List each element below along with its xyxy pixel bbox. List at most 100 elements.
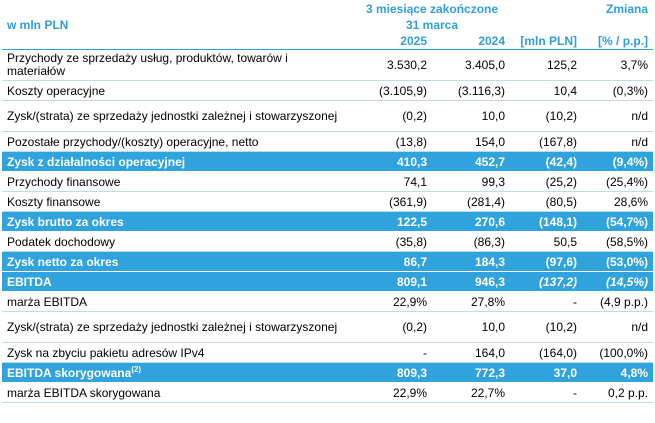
change-pln: 125,2: [510, 49, 583, 81]
row-label-text: Przychody ze sprzedaży usług, produktów,…: [7, 51, 288, 78]
change-pln-text: (137,2): [538, 274, 578, 289]
year-2025-header: 2025: [354, 33, 432, 50]
row-label: Zysk z działalności operacyjnej: [2, 151, 354, 172]
table-row-highlight: Zysk netto za okres 86,7 184,3 (97,6) (53,0%…: [2, 251, 654, 272]
row-label-text: Zysk/(strata) ze sprzedaży jednostki zal…: [7, 319, 338, 334]
change-pct: 0,2 p.p.: [582, 382, 654, 403]
change-pct: (25,4%): [582, 171, 654, 192]
row-label-text: Zysk/(strata) ze sprzedaży jednostki zal…: [7, 108, 338, 123]
change-pln-text: (97,6): [545, 254, 578, 269]
change-pln: 37,0: [510, 362, 583, 383]
row-label: EBITDA: [2, 271, 354, 292]
change-pct-text: 3,7%: [620, 57, 649, 72]
value-2024-text: (86,3): [473, 234, 506, 249]
period-line-2: 31 marca: [405, 18, 459, 32]
table-row-highlight: EBITDA 809,1 946,3 (137,2) (14,5%): [2, 271, 654, 292]
table-row: Pozostałe przychody/(koszty) operacyjne,…: [2, 131, 654, 152]
change-pct-text: (25,4%): [606, 174, 649, 189]
period-line-1: 3 miesiące zakończone: [365, 1, 499, 16]
value-2024: 10,0: [432, 311, 511, 343]
row-label-text: EBITDA skorygowana: [7, 365, 132, 380]
change-pln-text: (167,8): [538, 134, 578, 149]
table-row: Zysk/(strata) ze sprzedaży jednostki zal…: [2, 100, 654, 132]
value-2024-text: 22,7%: [470, 385, 506, 400]
change-pct-text: 4,8%: [620, 365, 649, 380]
row-label-text: Zysk netto za okres: [7, 254, 119, 269]
value-2024: (86,3): [432, 231, 511, 252]
table-row: marża EBITDA 22,9% 27,8% - (4,9 p.p.): [2, 291, 654, 312]
change-pct-text: (54,7%): [606, 214, 649, 229]
value-2025-text: (361,9): [388, 194, 427, 209]
table-row: Zysk/(strata) ze sprzedaży jednostki zal…: [2, 311, 654, 343]
value-2024: 27,8%: [432, 291, 511, 312]
value-2025: 410,3: [354, 151, 432, 172]
value-2025: 86,7: [354, 251, 432, 272]
value-2025-text: -: [423, 345, 427, 360]
value-2025-text: 809,1: [396, 274, 427, 289]
table-row: Podatek dochodowy (35,8) (86,3) 50,5 (58,5%): [2, 231, 654, 252]
value-2025: -: [354, 342, 432, 363]
change-pct: (0,3%): [582, 80, 654, 101]
row-label: Podatek dochodowy: [2, 231, 354, 252]
change-pln-text: (10,2): [545, 108, 578, 123]
value-2025: (0,2): [354, 100, 432, 132]
change-pct-text: n/d: [631, 134, 649, 149]
change-pln: (10,2): [510, 100, 583, 132]
change-pln-text: (10,2): [545, 319, 578, 334]
change-pln: -: [510, 291, 583, 312]
value-2024-text: 946,3: [474, 274, 506, 289]
value-2025-text: 410,3: [396, 154, 427, 169]
change-pln: (164,0): [510, 342, 583, 363]
change-pln: (25,2): [510, 171, 583, 192]
change-pct: n/d: [582, 131, 654, 152]
value-2024-text: (3.116,3): [457, 83, 506, 98]
row-label-text: marża EBITDA skorygowana: [7, 385, 161, 400]
change-pln-header: [mln PLN]: [510, 33, 583, 50]
change-pct-text: n/d: [631, 108, 649, 123]
row-label-text: marża EBITDA: [7, 294, 88, 309]
row-label-text: EBITDA: [7, 274, 52, 289]
value-2025: 122,5: [354, 211, 432, 232]
change-pln-text: (80,5): [545, 194, 578, 209]
row-label-text: Podatek dochodowy: [7, 234, 116, 249]
row-label: marża EBITDA: [2, 291, 354, 312]
change-pln-text: (42,4): [545, 154, 578, 169]
header-row-top: 3 miesiące zakończone Zmiana: [2, 0, 653, 17]
value-2024: 946,3: [432, 271, 511, 292]
value-2025-text: 809,3: [396, 365, 427, 380]
change-pct: (4,9 p.p.): [582, 291, 654, 312]
value-2024: 184,3: [432, 251, 511, 272]
change-pln-text: (164,0): [538, 345, 578, 360]
table-row: Koszty finansowe (361,9) (281,4) (80,5) 28,6…: [2, 191, 654, 212]
change-pln: -: [510, 382, 583, 403]
row-label-text: Koszty operacyjne: [7, 83, 106, 98]
row-label: EBITDA skorygowana(2): [2, 362, 354, 383]
row-label: Pozostałe przychody/(koszty) operacyjne,…: [2, 131, 354, 152]
change-pct-text: (14,5%): [606, 274, 649, 289]
unit-label-cell: [2, 0, 354, 17]
change-pct: 28,6%: [582, 191, 654, 212]
value-2025-text: (35,8): [395, 234, 427, 249]
value-2025: (361,9): [354, 191, 432, 212]
table-row-highlight: Zysk z działalności operacyjnej 410,3 452,…: [2, 151, 654, 172]
value-2024-text: 10,0: [481, 108, 506, 123]
row-label: Zysk netto za okres: [2, 251, 354, 272]
change-pct: (100,0%): [582, 342, 654, 363]
change-pct: (53,0%): [582, 251, 654, 272]
row-label: Zysk na zbyciu pakietu adresów IPv4: [2, 342, 354, 363]
change-pct: n/d: [582, 100, 654, 132]
table-row: marża EBITDA skorygowana 22,9% 22,7% - 0,2 p…: [2, 382, 654, 403]
value-2025: 74,1: [354, 171, 432, 192]
change-pln-text: 10,4: [553, 83, 578, 98]
row-label: marża EBITDA skorygowana: [2, 382, 354, 403]
value-2024: 154,0: [432, 131, 511, 152]
value-2025: 809,1: [354, 271, 432, 292]
table-row-highlight: Zysk brutto za okres 122,5 270,6 (148,1) (54…: [2, 211, 654, 232]
row-label: Koszty finansowe: [2, 191, 354, 212]
change-pln-text: (148,1): [538, 214, 578, 229]
value-2025: (0,2): [354, 311, 432, 343]
value-2024-text: 270,6: [474, 214, 506, 229]
change-pct-text: (53,0%): [606, 254, 649, 269]
change-pct-text: n/d: [631, 319, 649, 334]
change-pln-text: 125,2: [546, 57, 578, 72]
